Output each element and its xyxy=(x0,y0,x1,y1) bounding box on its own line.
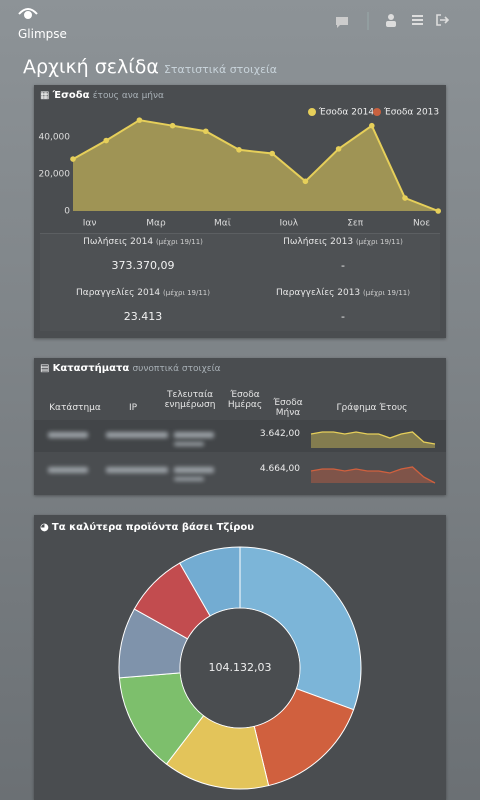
y-tick-label: 20,000 xyxy=(39,169,71,179)
stat-label: Παραγγελίες 2014 (μέχρι 19/11) xyxy=(40,288,246,298)
redacted-text xyxy=(174,442,204,446)
data-point xyxy=(236,147,242,153)
sparkline-line xyxy=(310,466,436,484)
stat-note: (μέχρι 19/11) xyxy=(163,289,210,297)
stat-label: Πωλήσεις 2014 (μέχρι 19/11) xyxy=(40,237,246,247)
x-tick-label: Μαϊ xyxy=(214,219,231,229)
data-point xyxy=(70,156,76,162)
data-point xyxy=(203,128,209,135)
header-icons xyxy=(18,8,450,30)
redacted-text xyxy=(174,467,214,473)
stat-value: 23.413 xyxy=(123,310,163,323)
stores-panel: ▤ Καταστήματα συνοπτικά στοιχεία Κατάστη… xyxy=(34,358,446,495)
legend-swatch xyxy=(308,108,316,116)
stat-name: Παραγγελίες 2013 xyxy=(276,288,361,298)
stat-note: (μέχρι 19/11) xyxy=(355,238,403,246)
stat-note: (μέχρι 19/11) xyxy=(155,238,203,246)
panel-header: ▤ Καταστήματα συνοπτικά στοιχεία xyxy=(40,363,221,374)
sparkline-area xyxy=(311,432,435,448)
redacted-text xyxy=(106,432,168,438)
data-point xyxy=(169,122,176,129)
user-icon[interactable] xyxy=(386,14,396,27)
stat-name: Πωλήσεις 2013 xyxy=(283,237,354,247)
panel-header: ◕ Τα καλύτερα προϊόντα βάσει Τζίρου xyxy=(40,522,255,533)
eye-icon xyxy=(18,8,38,19)
legend-label: Έσοδα 2014 xyxy=(318,108,374,118)
revenue-panel: ▦ Έσοδα έτους ανα μήνα 0 20,000 40,000 Ιαν Μ… xyxy=(34,85,446,338)
series-area xyxy=(73,120,439,211)
stat-value: 373.370,09 xyxy=(111,259,175,272)
column-header: Έσοδα Μήνα xyxy=(273,398,303,418)
stat-note: (μέχρι 19/11) xyxy=(363,289,410,297)
revenue-chart: 0 20,000 40,000 Ιαν Μαρ Μαϊ Ιουλ Σεπ Νοε Έσοδα 20… xyxy=(39,108,442,229)
column-header: IP xyxy=(128,403,138,413)
table-row: 4.664,00 xyxy=(34,455,446,487)
data-point xyxy=(402,195,408,201)
sparkline-line xyxy=(310,431,436,445)
panel-title: Τα καλύτερα προϊόντα βάσει Τζίρου xyxy=(51,522,255,533)
x-tick-label: Ιαν xyxy=(83,219,97,229)
legend-label: Έσοδα 2013 xyxy=(383,108,439,118)
panel-subtitle: έτους ανα μήνα xyxy=(92,91,164,101)
data-point xyxy=(103,137,109,144)
stat-value: - xyxy=(341,310,345,323)
data-point xyxy=(136,117,143,123)
x-tick-label: Νοε xyxy=(413,219,430,229)
stat-label: Παραγγελίες 2013 (μέχρι 19/11) xyxy=(240,288,446,298)
month-revenue: 3.642,00 xyxy=(259,429,300,439)
stat-name: Παραγγελίες 2014 xyxy=(76,288,161,298)
redacted-text xyxy=(48,432,88,438)
page-title: Αρχική σελίδα xyxy=(23,56,159,78)
products-panel: ◕ Τα καλύτερα προϊόντα βάσει Τζίρου 104.… xyxy=(34,515,446,800)
chat-icon[interactable] xyxy=(336,17,348,28)
donut-slice xyxy=(239,546,362,711)
stat-name: Πωλήσεις 2014 xyxy=(83,237,154,247)
column-header: Κατάστημα xyxy=(49,403,101,413)
column-header: Έσοδα Ημέρας xyxy=(227,390,263,410)
panel-title: Έσοδα xyxy=(52,90,90,101)
legend-swatch xyxy=(373,108,381,116)
table-row: 3.642,00 xyxy=(34,420,446,452)
redacted-text xyxy=(48,467,88,473)
data-point xyxy=(335,146,342,152)
y-tick-label: 0 xyxy=(64,207,70,217)
x-tick-label: Ιουλ xyxy=(279,219,298,229)
data-point xyxy=(302,178,309,185)
month-revenue: 4.664,00 xyxy=(259,464,300,474)
center-label: 104.132,03 xyxy=(209,661,272,674)
donut-chart: 104.132,03 xyxy=(118,546,362,790)
panel-header: ▦ Έσοδα έτους ανα μήνα xyxy=(40,90,164,101)
redacted-text xyxy=(106,467,168,473)
stats-box xyxy=(40,233,440,331)
stat-label: Πωλήσεις 2013 (μέχρι 19/11) xyxy=(240,237,446,247)
panel-title: Καταστήματα xyxy=(52,363,130,374)
column-header: Γράφημα Έτους xyxy=(336,403,408,413)
redacted-text xyxy=(174,477,204,481)
brand[interactable]: Glimpse xyxy=(18,27,67,41)
sparkline xyxy=(310,431,436,448)
x-tick-label: Σεπ xyxy=(347,219,364,229)
sparkline xyxy=(310,466,436,484)
panel-subtitle: συνοπτικά στοιχεία xyxy=(132,364,221,374)
stat-value: - xyxy=(341,259,345,272)
data-point xyxy=(269,150,275,157)
series-line xyxy=(72,119,439,212)
page-heading: Αρχική σελίδα Στατιστικά στοιχεία xyxy=(23,56,277,78)
column-header: Τελευταία ενημέρωση xyxy=(164,390,216,410)
logout-icon[interactable] xyxy=(436,14,450,26)
donut-slice xyxy=(179,546,241,617)
data-point xyxy=(435,208,442,214)
data-point xyxy=(369,122,375,129)
x-tick-label: Μαρ xyxy=(146,219,166,229)
menu-icon[interactable] xyxy=(412,15,423,25)
y-tick-label: 40,000 xyxy=(39,132,71,142)
redacted-text xyxy=(174,432,214,438)
page-subtitle: Στατιστικά στοιχεία xyxy=(163,63,278,76)
donut-hole xyxy=(180,608,300,728)
